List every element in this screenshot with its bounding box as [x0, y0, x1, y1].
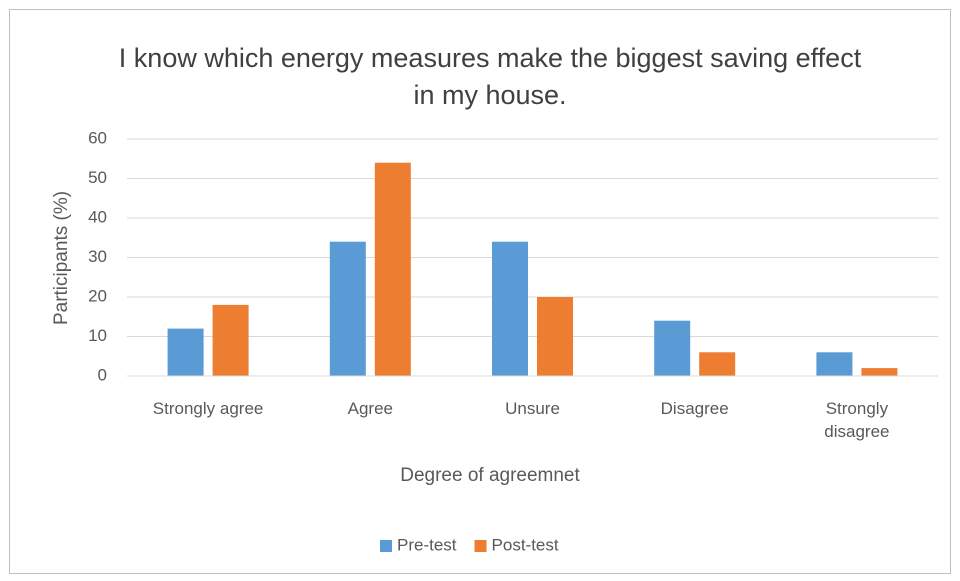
legend-swatch: [474, 540, 487, 552]
x-tick-label: Unsure: [505, 399, 560, 418]
x-axis-title: Degree of agreemnet: [400, 465, 580, 486]
y-tick-label: 50: [88, 168, 107, 187]
y-tick-label: 20: [88, 286, 107, 305]
x-tick-label: Agree: [347, 399, 393, 418]
bar: [861, 368, 898, 376]
chart-title: I know which energy measures make the bi…: [118, 43, 862, 110]
y-tick-label: 30: [88, 247, 107, 266]
y-tick-label: 10: [88, 326, 107, 345]
x-tick-label: Strongly agree: [152, 399, 264, 418]
legend-label: Pre-test: [397, 535, 457, 554]
bar: [167, 328, 204, 376]
bar: [654, 320, 691, 376]
y-tick-label: 0: [98, 365, 107, 384]
x-tick-label: Disagree: [660, 399, 729, 418]
y-tick-label: 60: [88, 128, 107, 147]
bar: [492, 241, 528, 376]
bar: [537, 297, 573, 376]
chart-border: [9, 9, 951, 574]
x-tick-label: Strongly disagree: [824, 399, 890, 441]
legend-label: Post-test: [492, 535, 559, 554]
y-axis-title: Participants (%): [51, 191, 72, 325]
bar: [699, 352, 736, 376]
bar: [374, 162, 411, 376]
y-tick-label: 40: [88, 207, 107, 226]
bar: [329, 241, 366, 376]
bar: [816, 352, 853, 376]
legend-swatch: [380, 540, 392, 552]
bar: [212, 304, 249, 376]
